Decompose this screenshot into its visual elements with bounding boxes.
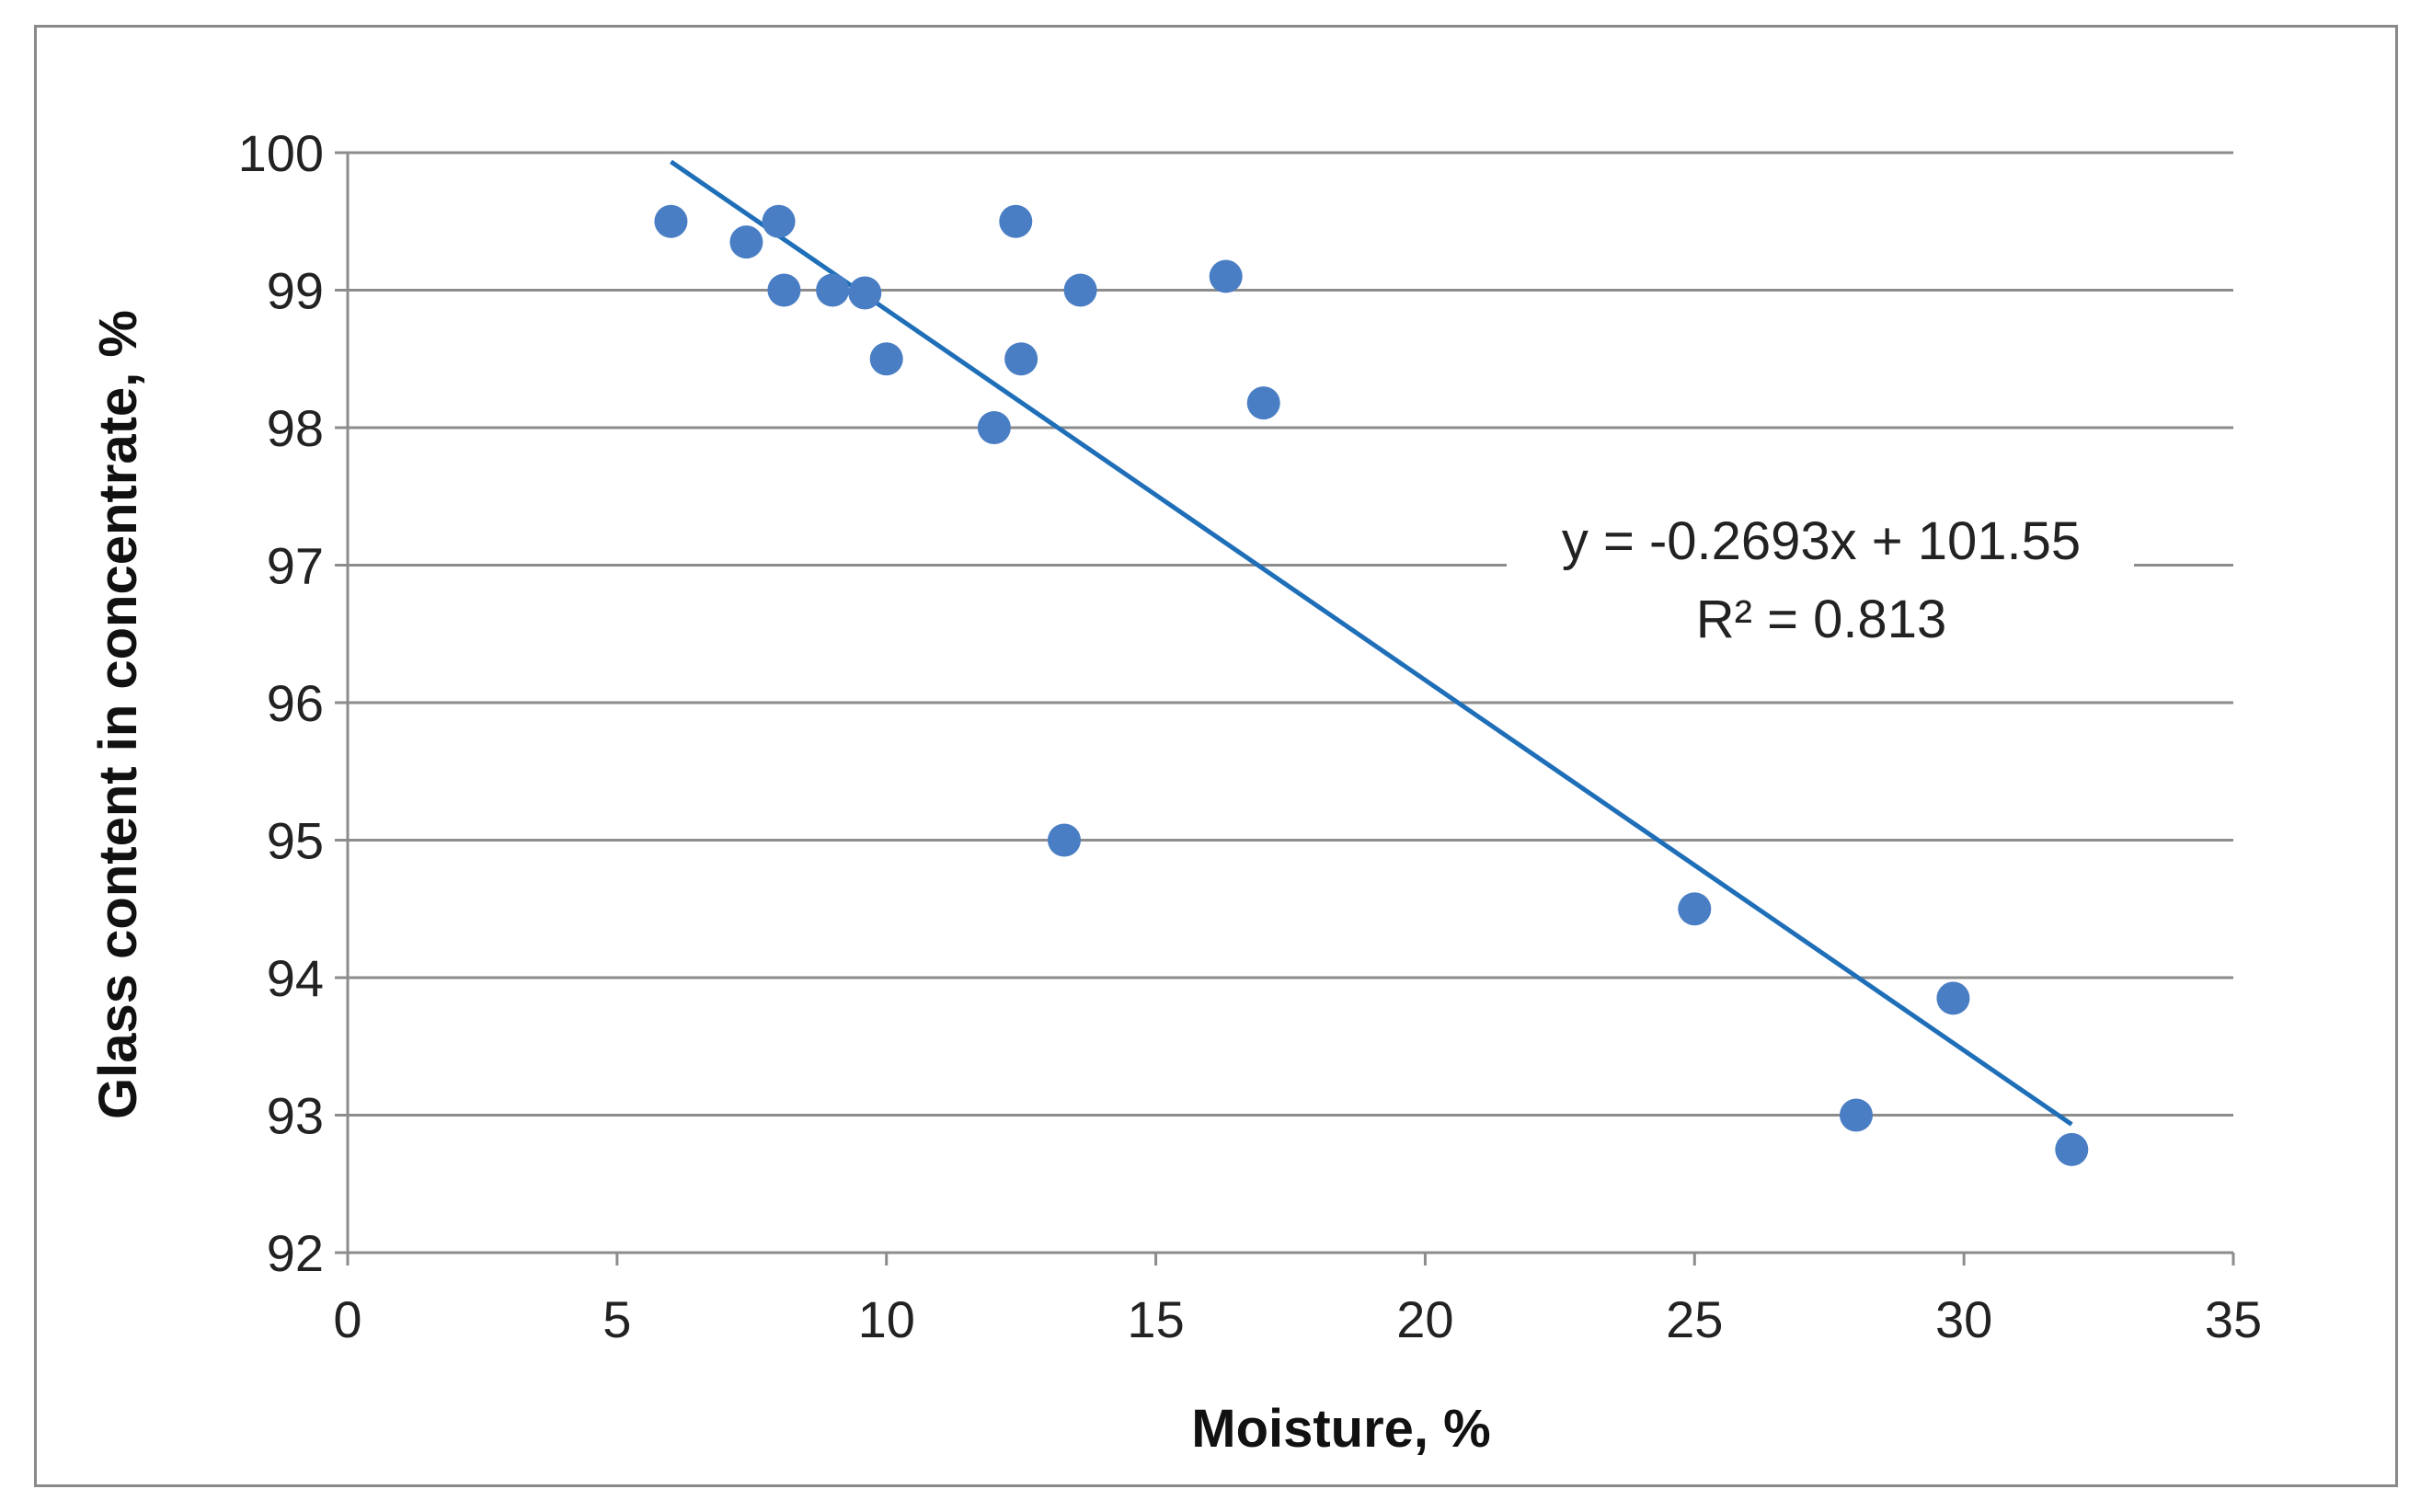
y-tick-label: 96 xyxy=(267,674,324,732)
data-point xyxy=(2055,1132,2089,1166)
y-tick-label: 98 xyxy=(267,399,324,457)
y-tick-label: 99 xyxy=(267,262,324,320)
data-point xyxy=(977,411,1011,444)
equation-background xyxy=(1507,518,2134,567)
axes xyxy=(335,151,2235,1266)
x-tick-label: 10 xyxy=(858,1290,915,1348)
y-tick-label: 95 xyxy=(267,812,324,870)
data-point xyxy=(729,225,763,259)
data-point xyxy=(848,276,882,310)
data-point xyxy=(1840,1098,1873,1132)
data-point xyxy=(999,204,1033,238)
y-tick-label: 94 xyxy=(267,949,324,1007)
chart-frame: 92 93 94 95 96 97 98 99 100 0 5 10 15 20 25 30 35 y = -0… xyxy=(34,25,2398,1487)
x-axis-title: Moisture, % xyxy=(1191,1399,1491,1459)
x-tick-label: 25 xyxy=(1666,1290,1723,1348)
data-point xyxy=(654,204,688,238)
trendline-equation: y = -0.2693x + 101.55 xyxy=(1562,511,2081,571)
data-point xyxy=(762,204,796,238)
data-point xyxy=(816,273,850,307)
y-tick-label: 92 xyxy=(267,1224,324,1282)
x-tick-label: 20 xyxy=(1396,1290,1453,1348)
data-point xyxy=(1209,259,1243,293)
trendline-group xyxy=(670,159,2073,1127)
data-point xyxy=(1048,823,1081,857)
trendline xyxy=(670,159,2073,1127)
y-tick-label: 97 xyxy=(267,537,324,595)
y-tick-label: 100 xyxy=(238,124,324,182)
data-point xyxy=(1004,342,1038,376)
x-tick-label: 0 xyxy=(333,1290,361,1348)
data-point xyxy=(1936,981,1970,1015)
x-tick-label: 15 xyxy=(1127,1290,1184,1348)
y-axis-title: Glass content in concentrate, % xyxy=(88,310,148,1119)
tick-labels: 92 93 94 95 96 97 98 99 100 0 5 10 15 20 25 30 35 xyxy=(238,124,2263,1348)
data-point xyxy=(869,342,903,376)
data-point xyxy=(1063,273,1097,307)
data-point xyxy=(1678,892,1712,926)
data-point xyxy=(767,273,801,307)
gridlines xyxy=(348,151,2233,1117)
data-points xyxy=(654,204,2089,1166)
y-tick-label: 93 xyxy=(267,1087,324,1145)
data-point xyxy=(1246,386,1280,420)
x-tick-label: 35 xyxy=(2205,1290,2262,1348)
scatter-chart: 92 93 94 95 96 97 98 99 100 0 5 10 15 20 25 30 35 y = -0… xyxy=(88,124,2263,1459)
x-tick-label: 5 xyxy=(602,1290,631,1348)
trendline-r-squared: R² = 0.813 xyxy=(1696,590,1946,649)
x-tick-label: 30 xyxy=(1935,1290,1992,1348)
